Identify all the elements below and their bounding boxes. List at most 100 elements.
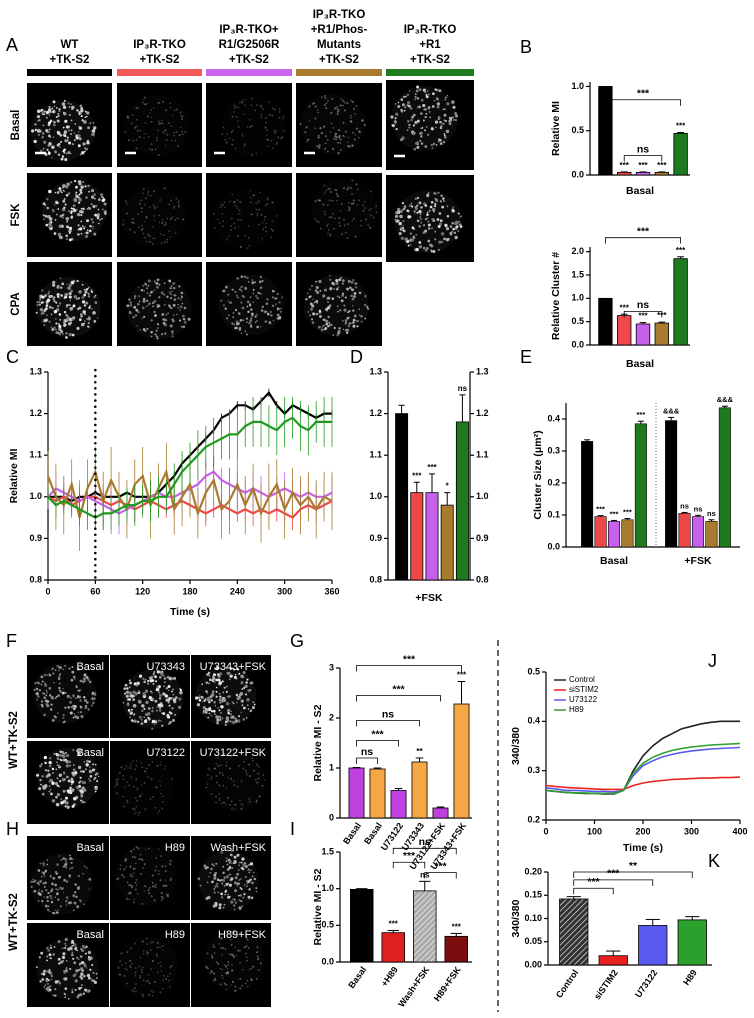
puncta <box>141 719 143 721</box>
puncta <box>36 692 39 695</box>
puncta <box>256 951 258 953</box>
puncta <box>162 101 164 103</box>
puncta <box>251 279 253 281</box>
puncta <box>149 708 151 710</box>
puncta <box>42 132 45 135</box>
puncta <box>48 134 51 137</box>
puncta <box>64 100 66 102</box>
y-tick-label: 1.0 <box>571 293 584 303</box>
puncta <box>420 206 423 209</box>
puncta <box>41 775 43 777</box>
puncta <box>44 320 46 322</box>
puncta <box>177 304 179 306</box>
puncta <box>75 947 77 949</box>
puncta <box>72 941 74 943</box>
puncta <box>238 895 240 897</box>
puncta <box>73 204 76 207</box>
puncta <box>351 144 353 146</box>
puncta <box>133 991 134 992</box>
puncta <box>240 286 243 289</box>
puncta <box>82 873 84 875</box>
puncta <box>327 204 329 206</box>
puncta <box>349 145 351 147</box>
puncta <box>146 217 148 219</box>
puncta <box>57 305 59 307</box>
puncta <box>50 789 52 791</box>
column-header: +TK-S2 <box>319 54 359 66</box>
puncta <box>438 192 440 194</box>
legend-label: Control <box>569 675 595 684</box>
puncta <box>416 141 419 144</box>
y-tick-label: 0.00 <box>524 959 542 969</box>
puncta <box>324 289 327 292</box>
puncta <box>148 764 150 766</box>
puncta <box>452 228 455 231</box>
puncta <box>245 863 246 864</box>
puncta <box>152 204 154 206</box>
error-bar <box>414 482 420 492</box>
puncta <box>57 694 60 697</box>
puncta <box>65 314 68 317</box>
puncta <box>220 300 222 302</box>
puncta <box>149 241 151 243</box>
puncta <box>166 296 168 298</box>
puncta <box>55 796 58 799</box>
puncta <box>65 203 67 205</box>
puncta <box>141 903 143 905</box>
puncta <box>58 958 61 961</box>
puncta <box>46 775 49 778</box>
puncta <box>235 990 237 992</box>
puncta <box>60 905 62 907</box>
puncta <box>50 709 52 711</box>
puncta <box>405 96 407 98</box>
puncta <box>434 198 436 200</box>
puncta <box>240 888 242 890</box>
puncta <box>237 785 239 787</box>
puncta <box>63 669 64 670</box>
puncta <box>40 784 42 786</box>
puncta <box>226 989 228 991</box>
puncta <box>238 226 239 227</box>
puncta <box>270 140 272 142</box>
puncta <box>409 90 410 91</box>
puncta <box>265 127 267 129</box>
puncta <box>75 979 78 982</box>
puncta <box>96 973 98 975</box>
puncta <box>260 326 261 327</box>
puncta <box>138 966 140 968</box>
puncta <box>213 874 215 876</box>
puncta <box>134 768 136 770</box>
puncta <box>41 890 44 893</box>
puncta <box>356 128 358 130</box>
puncta <box>91 189 94 192</box>
puncta <box>343 305 345 307</box>
puncta <box>143 290 145 292</box>
puncta <box>337 152 339 154</box>
puncta <box>64 130 66 132</box>
puncta <box>220 892 223 895</box>
puncta <box>260 105 261 106</box>
y-tick-label: 0.20 <box>524 866 542 876</box>
puncta <box>220 719 222 721</box>
puncta <box>94 198 96 200</box>
puncta <box>345 131 347 133</box>
puncta <box>149 148 151 150</box>
puncta <box>429 116 431 118</box>
puncta <box>41 136 44 139</box>
puncta <box>277 293 279 295</box>
puncta <box>258 209 260 211</box>
puncta <box>167 313 169 315</box>
puncta <box>415 96 417 98</box>
puncta <box>276 215 277 216</box>
puncta <box>445 120 447 122</box>
puncta <box>85 953 87 955</box>
puncta <box>443 109 445 111</box>
puncta <box>46 978 48 980</box>
puncta <box>232 702 234 704</box>
puncta <box>171 140 172 141</box>
puncta <box>214 681 216 683</box>
puncta <box>81 151 84 154</box>
puncta <box>243 761 245 763</box>
puncta <box>48 190 51 193</box>
puncta <box>424 129 426 131</box>
